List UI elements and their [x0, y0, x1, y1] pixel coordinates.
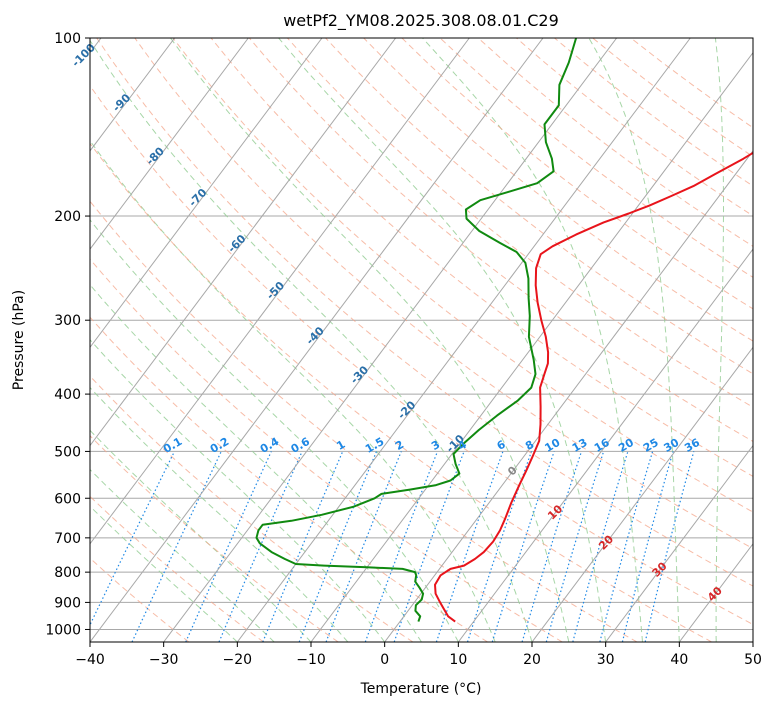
y-axis-label: Pressure (hPa) — [11, 290, 27, 390]
x-tick-label: 30 — [597, 652, 615, 668]
moist-adiabat-line — [90, 219, 459, 642]
x-tick-label: 20 — [523, 652, 541, 668]
moist-adiabat-line — [90, 386, 349, 642]
isotherms — [90, 38, 753, 642]
dry-adiabat-line — [90, 375, 414, 642]
isotherm-line — [90, 38, 249, 250]
x-tick-label: 0 — [380, 652, 389, 668]
isotherm-line — [90, 38, 397, 447]
dry-adiabat-line — [172, 38, 753, 513]
dry-adiabat-line — [363, 38, 753, 342]
y-tick-label: 800 — [54, 565, 81, 581]
dry-adiabat-line — [90, 200, 638, 642]
isotherm-line — [384, 150, 753, 642]
isotherm-line — [163, 38, 618, 642]
y-tick-label: 200 — [54, 209, 81, 225]
x-tick-label: −30 — [149, 652, 179, 668]
mixing-ratio-line — [185, 451, 272, 642]
profile-lines — [255, 38, 753, 623]
dry-adiabat-line — [248, 38, 753, 442]
mixing-ratio-line — [545, 451, 605, 642]
dry-adiabat-line — [401, 38, 753, 310]
x-tick-label: −40 — [75, 652, 105, 668]
x-tick-label: 50 — [744, 652, 762, 668]
mixing-ratio-line — [572, 451, 629, 642]
isotherm-line — [90, 38, 544, 642]
dry-adiabat-line — [90, 142, 712, 642]
x-tick-label: −10 — [296, 652, 326, 668]
y-tick-label: 400 — [54, 387, 81, 403]
moist-adiabat-line — [422, 38, 643, 642]
isotherm-line — [90, 38, 470, 545]
plot-area — [90, 38, 753, 642]
mixing-ratio-line — [521, 451, 583, 642]
plot-frame — [89, 37, 754, 643]
isotherm-line — [605, 444, 753, 642]
mixing-ratio-line — [599, 451, 654, 642]
moist-adiabat-line — [90, 505, 238, 642]
moist-adiabat-line — [714, 38, 724, 642]
x-axis-ticks: −40 −30 −20 −10 0 10 20 30 40 50 — [75, 642, 762, 668]
moist-adiabat-line — [90, 429, 312, 642]
pressure-gridlines — [90, 38, 753, 630]
mixing-ratio-line — [621, 451, 674, 642]
moist-adiabat-line — [90, 468, 275, 642]
dry-adiabat-line — [210, 38, 753, 477]
dewpoint-profile-line — [255, 38, 578, 622]
y-tick-label: 700 — [54, 531, 81, 547]
isotherm-line — [531, 346, 753, 642]
isotherm-line — [90, 38, 176, 152]
moist-adiabat-line — [170, 38, 570, 642]
moist-adiabat-line — [90, 284, 422, 642]
dry-adiabat-line — [90, 84, 753, 626]
moist-adiabat-line — [90, 139, 496, 642]
y-tick-label: 300 — [54, 313, 81, 329]
x-tick-label: 40 — [670, 652, 688, 668]
mixing-ratio-line — [325, 451, 402, 642]
temperature-profile-line — [434, 151, 753, 623]
moist-adiabat-line — [588, 38, 680, 642]
mixing-ratio-line — [218, 451, 303, 642]
y-tick-label: 600 — [54, 491, 81, 507]
isotherm-line — [236, 38, 691, 642]
y-axis-ticks: 100 200 300 400 500 600 700 800 900 1000 — [45, 31, 90, 638]
mixing-ratio-line — [298, 451, 378, 642]
x-tick-label: −20 — [223, 652, 253, 668]
y-tick-label: 900 — [54, 595, 81, 611]
moist-adiabat-line — [90, 39, 533, 642]
isotherm-line — [457, 248, 753, 642]
dry-adiabat-line — [90, 258, 563, 642]
y-tick-label: 100 — [54, 31, 81, 47]
isotherm-line — [310, 51, 753, 642]
y-tick-label: 500 — [54, 444, 81, 460]
isotherm-line — [90, 38, 323, 349]
mixing-ratio-line — [466, 451, 533, 642]
mixing-ratio-line — [435, 451, 504, 642]
x-axis-label: Temperature (°C) — [360, 681, 482, 697]
x-tick-label: 10 — [449, 652, 467, 668]
chart-title: wetPf2_YM08.2025.308.08.01.C29 — [283, 11, 559, 31]
moist-adiabat-line — [278, 38, 607, 642]
dry-adiabat-line — [96, 38, 753, 587]
mixing-ratio-line — [364, 451, 439, 642]
y-tick-label: 1000 — [45, 622, 81, 638]
mixing-ratio-line — [491, 451, 555, 642]
